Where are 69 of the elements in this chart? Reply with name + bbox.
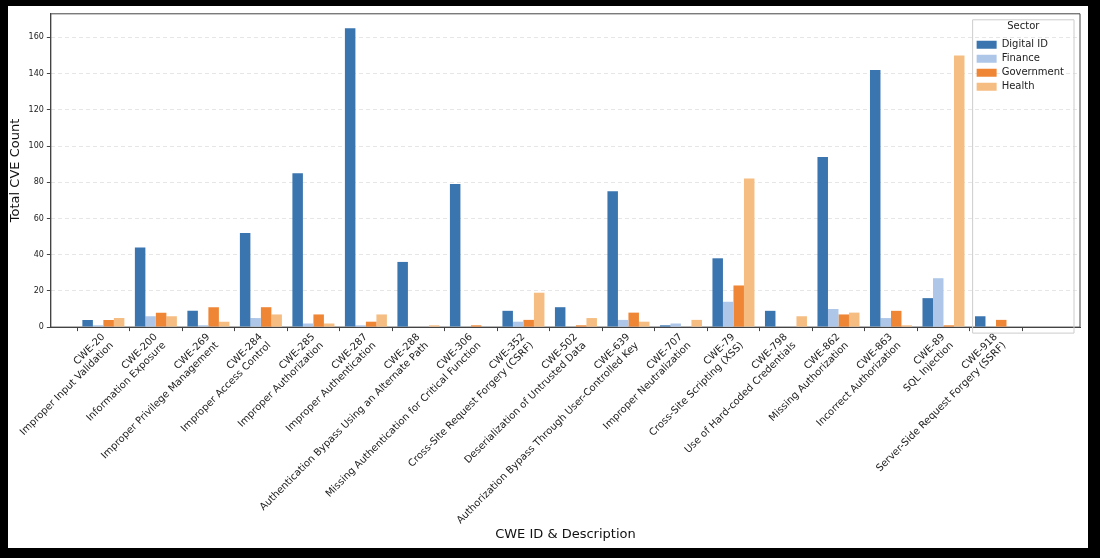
y-tick-label: 140 <box>28 68 44 78</box>
legend-label: Finance <box>1001 52 1040 64</box>
bar <box>512 321 524 327</box>
bar <box>239 232 251 327</box>
bar <box>838 314 849 327</box>
bar <box>869 69 881 327</box>
bar <box>554 307 566 327</box>
bar <box>166 316 177 327</box>
bar <box>743 178 755 327</box>
bar <box>691 319 702 327</box>
bar <box>932 278 944 327</box>
bar <box>764 310 776 327</box>
bar <box>397 261 408 327</box>
bar <box>187 310 198 327</box>
bar <box>218 321 230 327</box>
y-tick-label: 100 <box>28 141 44 151</box>
bar <box>113 318 125 327</box>
bar <box>848 312 860 327</box>
legend-label: Government <box>1001 66 1065 78</box>
bar <box>670 323 681 327</box>
bar <box>260 307 272 327</box>
bar <box>607 191 618 327</box>
bar <box>890 310 902 327</box>
bar <box>134 247 146 327</box>
bar <box>145 316 156 327</box>
y-tick-label: 20 <box>33 285 44 295</box>
y-tick-label: 0 <box>38 322 44 332</box>
bar <box>155 312 167 327</box>
bar <box>995 319 1007 327</box>
y-tick-label: 80 <box>33 177 44 187</box>
bar <box>250 318 261 327</box>
bar <box>617 319 629 327</box>
bar <box>323 323 335 327</box>
bar <box>733 285 744 327</box>
bar <box>292 173 303 327</box>
bar <box>271 314 282 327</box>
legend-label: Health <box>1001 80 1035 92</box>
y-axis-title: Total CVE Count <box>7 118 23 224</box>
bar <box>586 318 597 327</box>
bar <box>344 28 356 327</box>
bar <box>974 316 986 327</box>
bar <box>82 319 93 327</box>
bar <box>880 318 891 327</box>
y-tick-label: 60 <box>33 213 44 223</box>
bar <box>953 55 965 327</box>
bar <box>628 312 639 327</box>
bar <box>796 316 807 327</box>
x-axis-title: CWE ID & Description <box>495 525 636 541</box>
y-tick-label: 160 <box>28 32 44 42</box>
legend-title: Sector <box>1007 20 1041 32</box>
bar <box>722 301 734 327</box>
bar <box>376 314 387 327</box>
bar <box>313 314 324 327</box>
bar <box>523 319 534 327</box>
bar <box>103 319 114 327</box>
bar <box>302 323 314 327</box>
bar <box>638 321 650 327</box>
y-tick-label: 40 <box>33 249 44 259</box>
bar <box>533 292 545 327</box>
bar <box>817 156 828 327</box>
legend-label: Digital ID <box>1001 38 1049 50</box>
bar <box>827 309 839 327</box>
bar <box>922 298 933 327</box>
y-tick-label: 120 <box>28 104 44 114</box>
bar <box>208 307 219 327</box>
bar <box>502 310 513 327</box>
bar <box>365 321 377 327</box>
bar <box>712 258 723 327</box>
bar <box>449 184 461 327</box>
